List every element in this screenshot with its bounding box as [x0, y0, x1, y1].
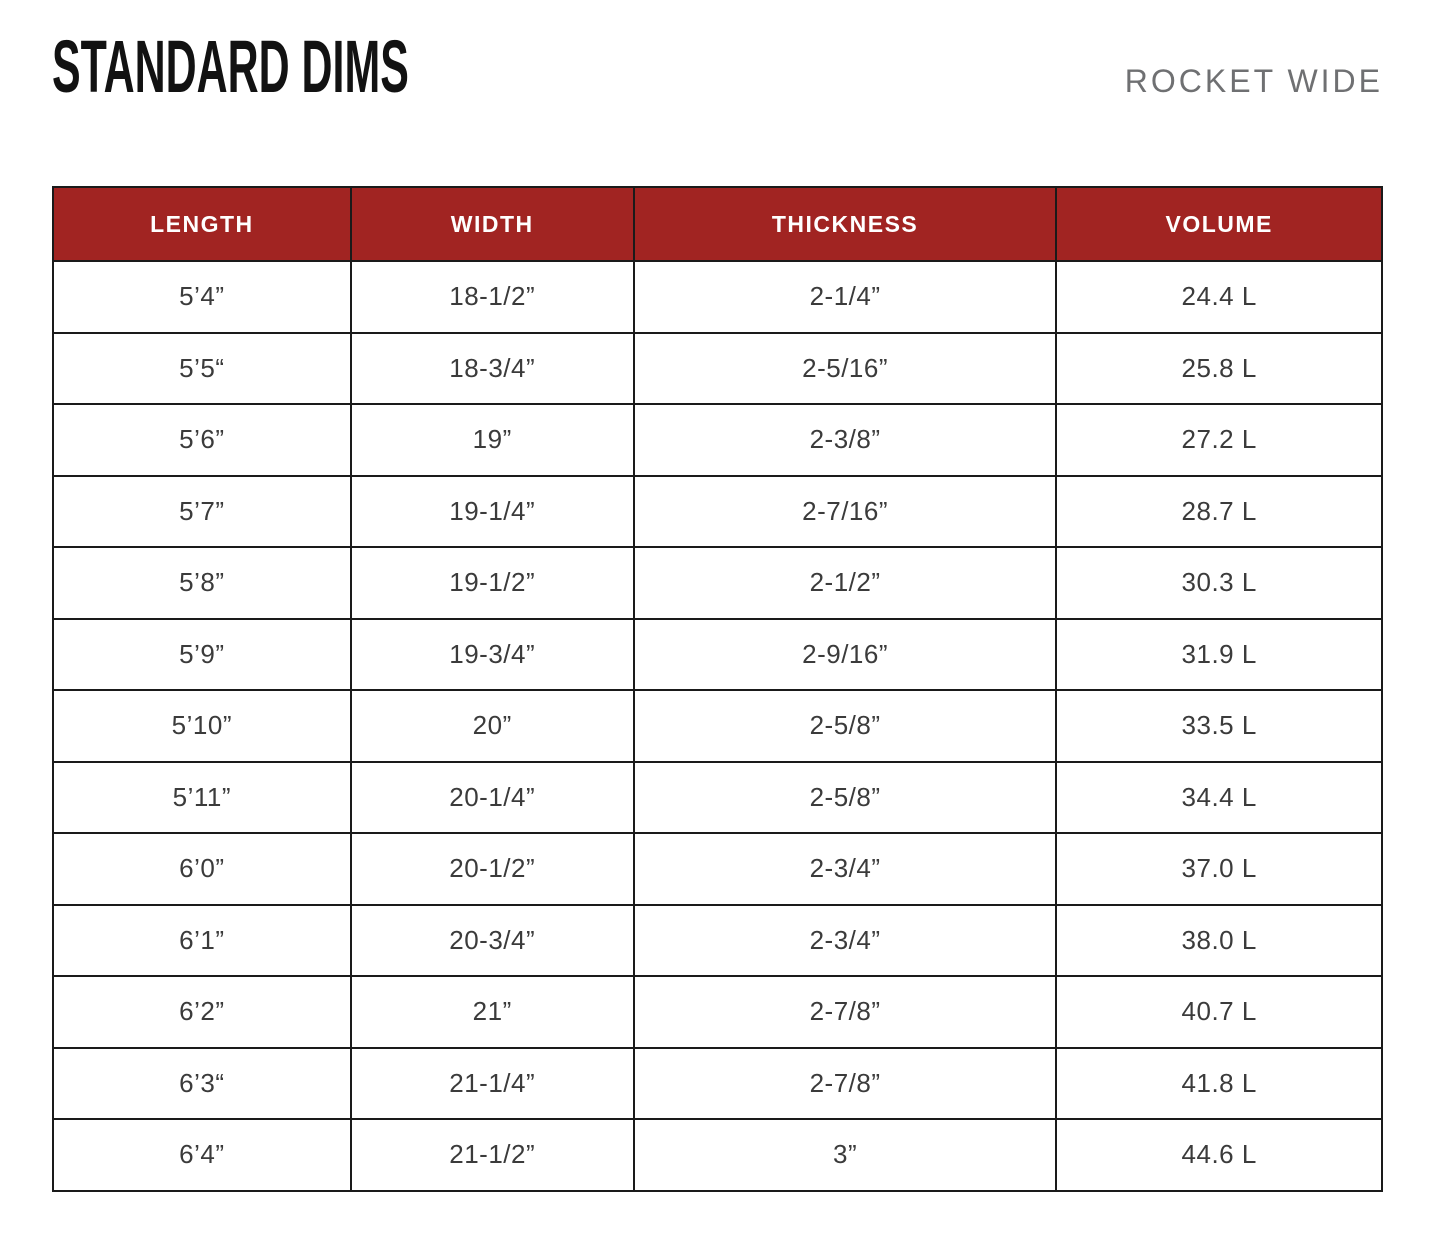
page-header: STANDARD DIMS ROCKET WIDE	[52, 30, 1383, 104]
page-title: STANDARD DIMS	[52, 25, 409, 108]
table-cell: 2-1/4”	[632, 260, 1058, 334]
table-row: 5’8” 19-1/2” 2-1/2” 30.3 L	[52, 546, 1383, 620]
table-cell: 19-1/4”	[349, 474, 635, 548]
dims-table-header: LENGTH WIDTH THICKNESS VOLUME	[52, 186, 1383, 262]
table-row: 6’2” 21” 2-7/8” 40.7 L	[52, 975, 1383, 1049]
table-row: 5’4” 18-1/2” 2-1/4” 24.4 L	[52, 260, 1383, 334]
table-row: 6’4” 21-1/2” 3” 44.6 L	[52, 1118, 1383, 1192]
table-cell: 5’5“	[52, 331, 352, 405]
table-cell: 19”	[349, 403, 635, 477]
table-cell: 33.5 L	[1055, 689, 1383, 763]
table-cell: 2-3/4”	[632, 832, 1058, 906]
table-cell: 2-3/8”	[632, 403, 1058, 477]
column-header-length: LENGTH	[52, 186, 352, 262]
table-cell: 2-7/8”	[632, 1046, 1058, 1120]
table-cell: 27.2 L	[1055, 403, 1383, 477]
table-row: 5’10” 20” 2-5/8” 33.5 L	[52, 689, 1383, 763]
table-cell: 44.6 L	[1055, 1118, 1383, 1192]
table-cell: 31.9 L	[1055, 617, 1383, 691]
table-cell: 41.8 L	[1055, 1046, 1383, 1120]
table-cell: 34.4 L	[1055, 760, 1383, 834]
table-cell: 5’4”	[52, 260, 352, 334]
table-cell: 6’3“	[52, 1046, 352, 1120]
table-cell: 6’1”	[52, 903, 352, 977]
table-cell: 5’11”	[52, 760, 352, 834]
table-row: 6’0” 20-1/2” 2-3/4” 37.0 L	[52, 832, 1383, 906]
table-cell: 37.0 L	[1055, 832, 1383, 906]
dims-table: LENGTH WIDTH THICKNESS VOLUME 5’4” 18-1/2…	[52, 186, 1383, 1192]
table-cell: 24.4 L	[1055, 260, 1383, 334]
model-name: ROCKET WIDE	[1124, 63, 1383, 99]
table-cell: 20”	[349, 689, 635, 763]
table-cell: 2-7/8”	[632, 975, 1058, 1049]
table-cell: 3”	[632, 1118, 1058, 1192]
table-cell: 2-5/8”	[632, 760, 1058, 834]
table-cell: 18-1/2”	[349, 260, 635, 334]
table-cell: 2-5/8”	[632, 689, 1058, 763]
table-cell: 18-3/4”	[349, 331, 635, 405]
table-row: 5’7” 19-1/4” 2-7/16” 28.7 L	[52, 474, 1383, 548]
table-row: 6’3“ 21-1/4” 2-7/8” 41.8 L	[52, 1046, 1383, 1120]
column-header-thickness: THICKNESS	[632, 186, 1058, 262]
column-header-width: WIDTH	[349, 186, 635, 262]
table-cell: 5’8”	[52, 546, 352, 620]
table-cell: 5’9”	[52, 617, 352, 691]
dims-table-body: 5’4” 18-1/2” 2-1/4” 24.4 L 5’5“ 18-3/4” 2-5/16…	[52, 260, 1383, 1192]
table-cell: 20-1/4”	[349, 760, 635, 834]
table-cell: 38.0 L	[1055, 903, 1383, 977]
table-cell: 20-1/2”	[349, 832, 635, 906]
header-row: LENGTH WIDTH THICKNESS VOLUME	[52, 186, 1383, 262]
table-cell: 5’7”	[52, 474, 352, 548]
table-cell: 21”	[349, 975, 635, 1049]
table-row: 5’6” 19” 2-3/8” 27.2 L	[52, 403, 1383, 477]
table-cell: 30.3 L	[1055, 546, 1383, 620]
table-cell: 6’4”	[52, 1118, 352, 1192]
table-row: 5’5“ 18-3/4” 2-5/16” 25.8 L	[52, 331, 1383, 405]
table-cell: 2-5/16”	[632, 331, 1058, 405]
table-cell: 40.7 L	[1055, 975, 1383, 1049]
table-cell: 21-1/4”	[349, 1046, 635, 1120]
table-cell: 6’0”	[52, 832, 352, 906]
table-cell: 21-1/2”	[349, 1118, 635, 1192]
table-cell: 19-1/2”	[349, 546, 635, 620]
table-cell: 6’2”	[52, 975, 352, 1049]
table-cell: 2-9/16”	[632, 617, 1058, 691]
column-header-volume: VOLUME	[1055, 186, 1383, 262]
table-row: 6’1” 20-3/4” 2-3/4” 38.0 L	[52, 903, 1383, 977]
table-cell: 2-1/2”	[632, 546, 1058, 620]
table-cell: 5’6”	[52, 403, 352, 477]
table-row: 5’11” 20-1/4” 2-5/8” 34.4 L	[52, 760, 1383, 834]
table-row: 5’9” 19-3/4” 2-9/16” 31.9 L	[52, 617, 1383, 691]
table-cell: 2-3/4”	[632, 903, 1058, 977]
table-cell: 28.7 L	[1055, 474, 1383, 548]
table-cell: 25.8 L	[1055, 331, 1383, 405]
table-cell: 20-3/4”	[349, 903, 635, 977]
table-cell: 19-3/4”	[349, 617, 635, 691]
table-cell: 5’10”	[52, 689, 352, 763]
table-cell: 2-7/16”	[632, 474, 1058, 548]
